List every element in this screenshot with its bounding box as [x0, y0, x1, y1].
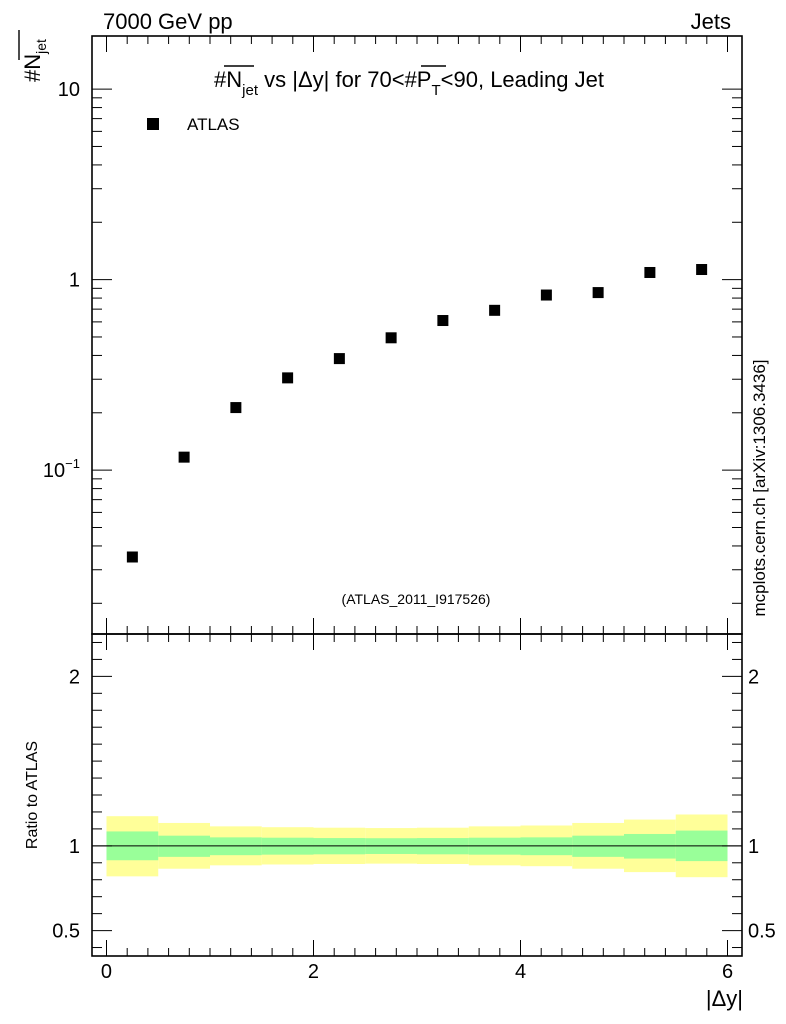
side-source-label: mcplots.cern.ch [arXiv:1306.3436] [750, 359, 769, 616]
chart-title: #Njet vs |Δy| for 70<#PT<90, Leading Jet [214, 67, 604, 99]
data-point-marker [540, 289, 552, 301]
data-point-marker [644, 266, 656, 278]
data-point-marker [178, 451, 190, 463]
main-y-tick-label-base: 1 [69, 270, 80, 292]
title-part3: <90, Leading Jet [441, 67, 604, 92]
ratio-y-tick-label-right: 2 [748, 666, 759, 688]
data-point-marker [696, 264, 708, 276]
ratio-y-tick-label-left: 1 [69, 836, 80, 858]
main-axis-ticks [92, 36, 742, 634]
x-tick-label: 0 [101, 961, 112, 983]
ratio-y-tick-label-left: 0.5 [52, 921, 80, 943]
x-tick-label: 4 [515, 961, 526, 983]
legend-label-atlas: ATLAS [187, 115, 240, 134]
data-point-marker [437, 315, 449, 327]
ratio-panel: 0.5 0.5 1 1 2 2 0 2 4 6 Ratio to ATLAS |Δy| [24, 633, 776, 1011]
data-point-marker [333, 353, 345, 365]
ratio-y-tick-label-right: 1 [748, 836, 759, 858]
ratio-axis-ticks [92, 634, 742, 956]
main-y-tick-label: 1 [69, 270, 80, 292]
data-point-marker [126, 551, 138, 563]
ratio-frame [91, 633, 743, 957]
main-y-tick-label-base: 10 [43, 460, 65, 482]
ratio-y-tick-labels: 0.5 0.5 1 1 2 2 [52, 666, 776, 942]
main-y-tick-label-base: 10 [58, 79, 80, 101]
data-point-marker [282, 372, 294, 384]
header-process-label: Jets [691, 9, 731, 34]
legend-marker [147, 118, 159, 130]
y-axis-label-sub: jet [33, 39, 49, 55]
ratio-y-tick-label-left: 2 [69, 666, 80, 688]
data-point-marker [230, 402, 242, 414]
title-part1: #N [214, 67, 242, 92]
main-y-tick-label: 10 [58, 79, 80, 101]
title-part2-sub: T [431, 82, 440, 99]
header-energy-label: 7000 GeV pp [103, 9, 233, 34]
x-tick-label: 2 [308, 961, 319, 983]
ratio-y-tick-label-right: 0.5 [748, 921, 776, 943]
data-point-marker [592, 287, 604, 299]
data-series-atlas [126, 264, 708, 563]
main-y-tick-label-exp: −1 [65, 456, 80, 471]
analysis-watermark: (ATLAS_2011_I917526) [342, 591, 491, 607]
title-part2: vs |Δy| for 70<#P [258, 67, 431, 92]
y-axis-label: #Njet [20, 39, 49, 82]
title-part1-sub: jet [241, 82, 259, 99]
x-tick-label: 6 [722, 961, 733, 983]
data-point-marker [385, 332, 397, 344]
x-tick-labels: 0 2 4 6 [101, 961, 733, 983]
data-point-marker [489, 304, 501, 316]
x-axis-label: |Δy| [706, 986, 743, 1011]
y-axis-label-main: #N [20, 54, 45, 82]
ratio-y-axis-label: Ratio to ATLAS [24, 741, 41, 849]
main-y-tick-label: 10−1 [43, 456, 80, 482]
